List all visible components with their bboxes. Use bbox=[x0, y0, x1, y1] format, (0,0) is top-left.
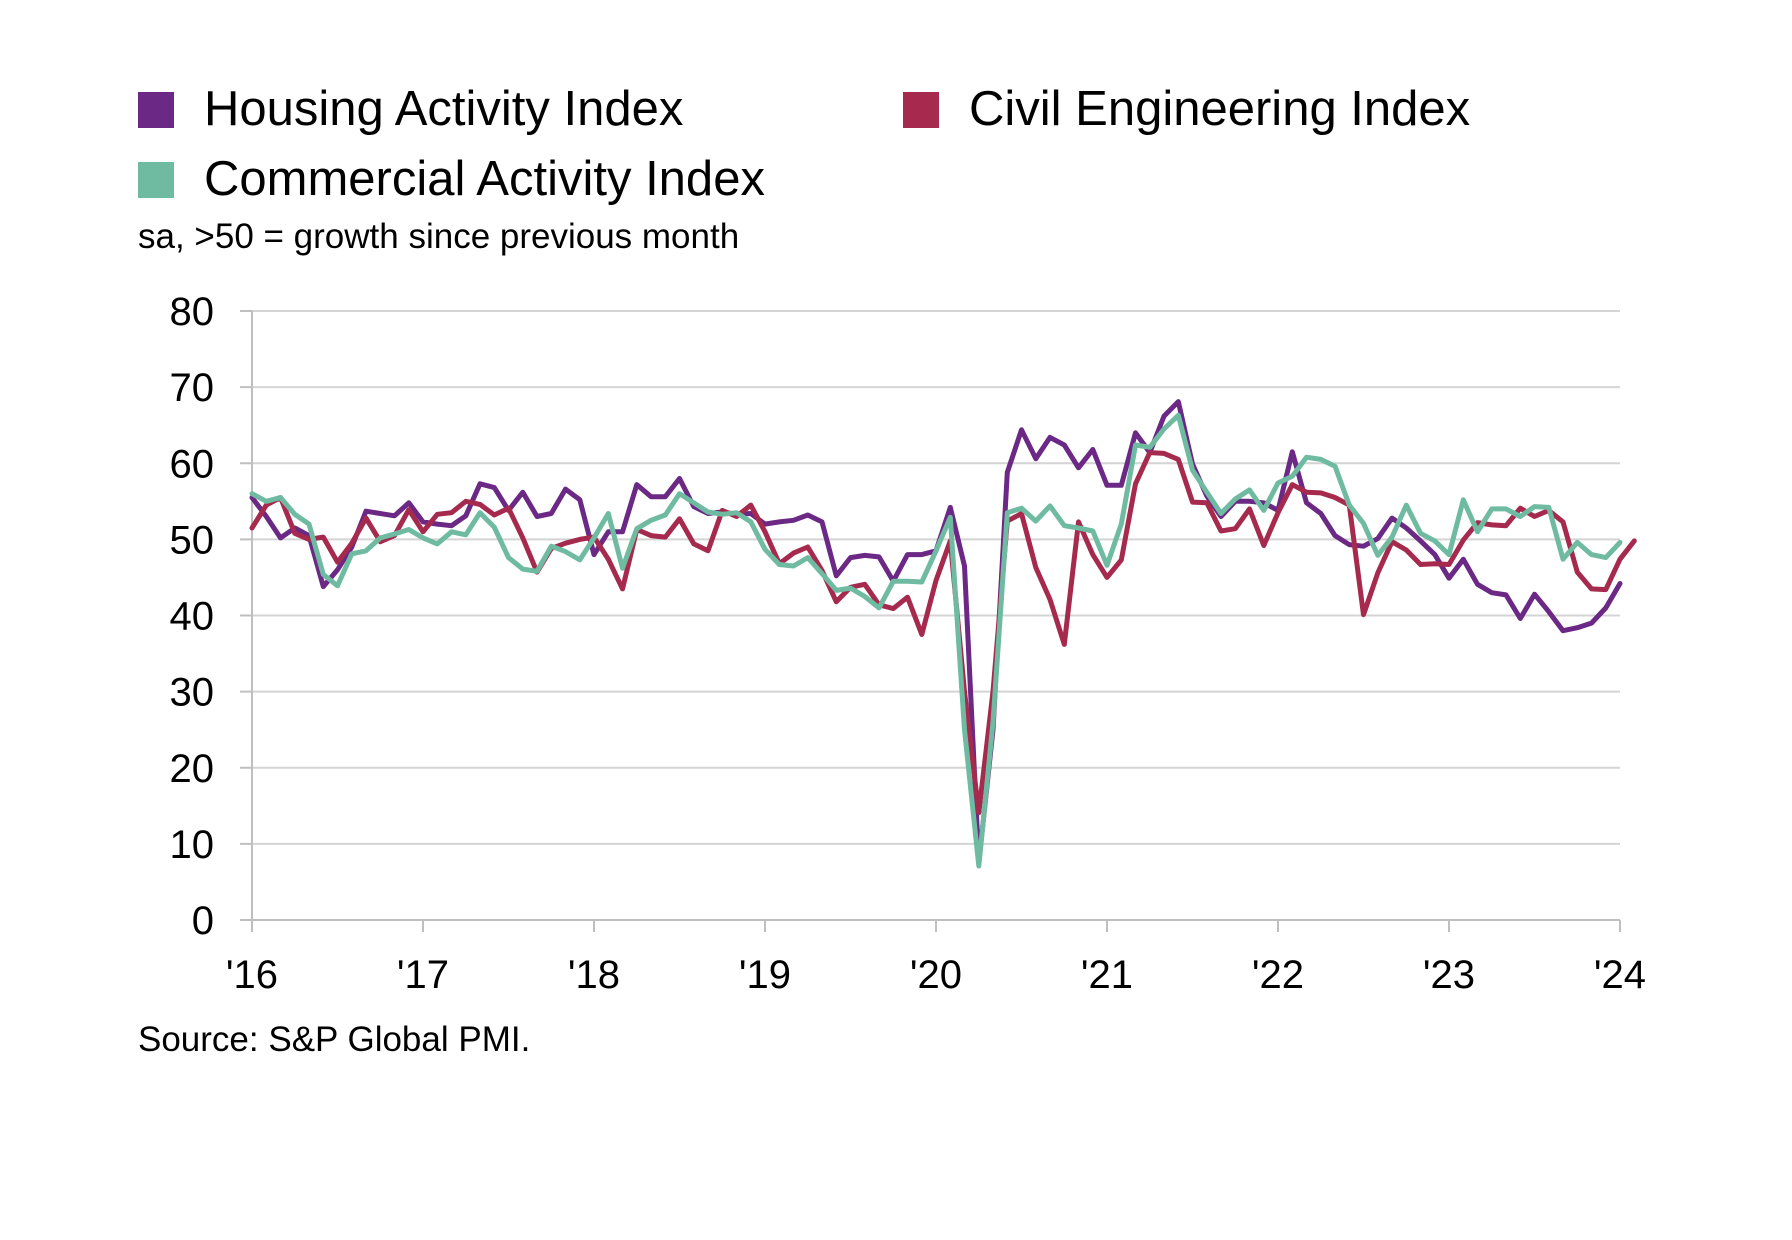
legend-swatch-commercial bbox=[138, 161, 174, 198]
y-tick-label: 0 bbox=[192, 899, 214, 943]
chart-subtitle: sa, >50 = growth since previous month bbox=[138, 217, 740, 256]
chart-legend: Housing Activity Index Civil Engineering… bbox=[0, 0, 1792, 280]
legend-swatch-housing bbox=[138, 91, 174, 128]
x-tick-label: '24 bbox=[1594, 953, 1646, 997]
y-tick-label: 50 bbox=[170, 518, 215, 562]
legend-label-housing: Housing Activity Index bbox=[204, 82, 684, 136]
y-tick-label: 30 bbox=[170, 671, 215, 715]
chart-source: Source: S&P Global PMI. bbox=[138, 1020, 531, 1059]
y-tick-label: 10 bbox=[170, 823, 215, 867]
x-tick-label: '23 bbox=[1423, 953, 1475, 997]
y-tick-label: 70 bbox=[170, 366, 215, 410]
legend-item-housing: Housing Activity Index bbox=[138, 85, 683, 134]
x-tick-label: '22 bbox=[1252, 953, 1304, 997]
legend-label-civil: Civil Engineering Index bbox=[969, 82, 1471, 136]
y-tick-label: 80 bbox=[170, 290, 215, 334]
x-tick-label: '17 bbox=[397, 953, 449, 997]
x-tick-label: '19 bbox=[739, 953, 791, 997]
series-line-civil-engineering-index bbox=[249, 450, 1637, 816]
x-tick-label: '16 bbox=[226, 953, 278, 997]
x-tick-label: '18 bbox=[568, 953, 620, 997]
series-line-commercial-activity-index bbox=[249, 412, 1623, 869]
legend-swatch-civil bbox=[903, 91, 939, 128]
legend-item-commercial: Commercial Activity Index bbox=[138, 155, 765, 204]
y-tick-label: 20 bbox=[170, 747, 215, 791]
legend-item-civil: Civil Engineering Index bbox=[903, 85, 1470, 134]
legend-label-commercial: Commercial Activity Index bbox=[204, 152, 765, 206]
y-tick-label: 60 bbox=[170, 442, 215, 486]
x-tick-label: '20 bbox=[910, 953, 962, 997]
x-tick-label: '21 bbox=[1081, 953, 1133, 997]
series-line-housing-activity-index bbox=[249, 399, 1623, 866]
y-tick-label: 40 bbox=[170, 595, 215, 639]
